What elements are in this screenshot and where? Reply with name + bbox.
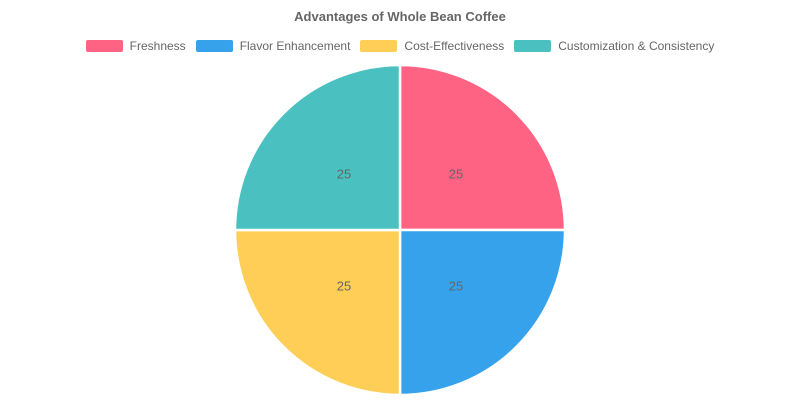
legend-label: Cost-Effectiveness <box>404 39 505 53</box>
pie-slice-cost-effectiveness[interactable] <box>233 228 402 397</box>
slice-value-label-freshness: 25 <box>449 167 463 182</box>
chart-legend: Freshness Flavor Enhancement Cost-Effectiv… <box>0 39 800 53</box>
legend-swatch-freshness <box>85 40 123 52</box>
legend-label: Customization & Consistency <box>558 39 715 53</box>
legend-item-customization-consistency[interactable]: Customization & Consistency <box>514 39 714 53</box>
pie-slice-freshness[interactable] <box>398 63 567 232</box>
pie-slice-flavor-enhancement[interactable] <box>398 228 567 397</box>
legend-swatch-flavor-enhancement <box>195 40 233 52</box>
legend-swatch-customization-consistency <box>514 40 552 52</box>
legend-label: Freshness <box>129 39 186 53</box>
legend-swatch-cost-effectiveness <box>360 40 398 52</box>
legend-label: Flavor Enhancement <box>239 39 351 53</box>
legend-item-flavor-enhancement[interactable]: Flavor Enhancement <box>195 39 351 53</box>
legend-item-freshness[interactable]: Freshness <box>85 39 186 53</box>
chart-title: Advantages of Whole Bean Coffee <box>294 9 506 24</box>
slice-value-label-customization-consistency: 25 <box>337 167 351 182</box>
slice-value-label-flavor-enhancement: 25 <box>449 279 463 294</box>
slice-value-label-cost-effectiveness: 25 <box>337 279 351 294</box>
pie-slice-customization-consistency[interactable] <box>233 63 402 232</box>
legend-item-cost-effectiveness[interactable]: Cost-Effectiveness <box>360 39 504 53</box>
